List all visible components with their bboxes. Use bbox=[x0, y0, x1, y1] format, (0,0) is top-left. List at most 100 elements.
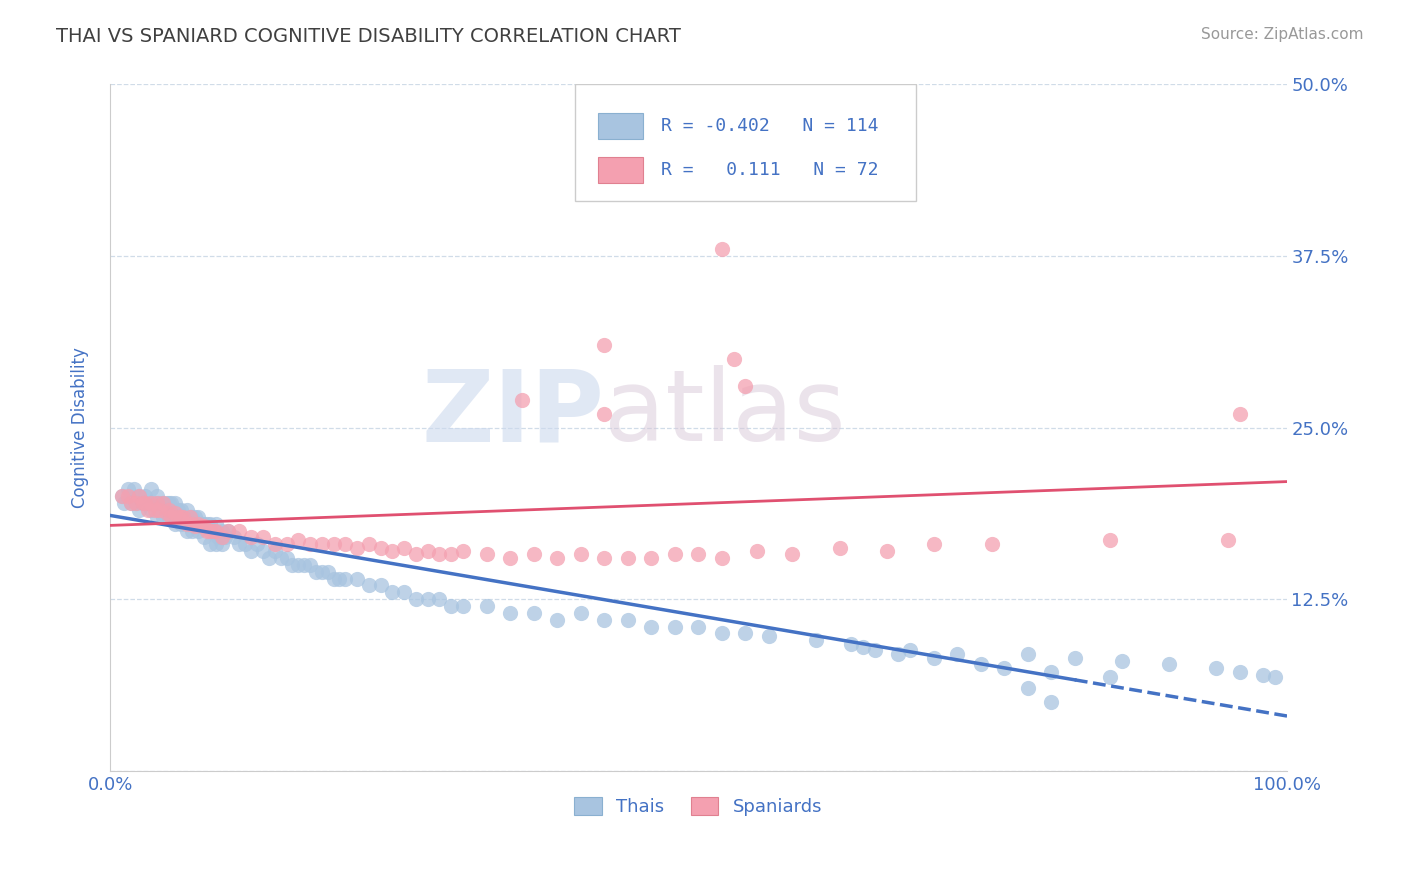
Point bbox=[316, 565, 339, 579]
Point bbox=[181, 516, 204, 531]
Point bbox=[157, 496, 180, 510]
Point bbox=[146, 509, 169, 524]
Point bbox=[143, 496, 166, 510]
Point bbox=[252, 530, 274, 544]
Point bbox=[392, 541, 415, 556]
Point bbox=[263, 537, 285, 551]
Point bbox=[163, 496, 186, 510]
Point bbox=[111, 489, 134, 503]
Point bbox=[155, 496, 177, 510]
Text: atlas: atlas bbox=[605, 366, 846, 462]
Point bbox=[381, 544, 404, 558]
Point bbox=[782, 547, 804, 561]
Point bbox=[169, 503, 191, 517]
Point bbox=[152, 496, 174, 510]
Point bbox=[828, 541, 851, 556]
Point bbox=[1216, 533, 1239, 548]
Point bbox=[1205, 661, 1227, 675]
Point bbox=[122, 483, 145, 497]
Point bbox=[710, 626, 733, 640]
Point bbox=[723, 351, 745, 366]
Point bbox=[179, 509, 201, 524]
Point bbox=[664, 619, 686, 633]
Point bbox=[640, 619, 662, 633]
Point bbox=[181, 524, 204, 538]
Point bbox=[499, 606, 522, 620]
Point bbox=[141, 496, 163, 510]
Point bbox=[207, 530, 229, 544]
Point bbox=[1229, 665, 1251, 679]
Point bbox=[804, 633, 827, 648]
Legend: Thais, Spaniards: Thais, Spaniards bbox=[567, 789, 830, 823]
Point bbox=[152, 496, 174, 510]
Point bbox=[160, 496, 183, 510]
Point bbox=[146, 496, 169, 510]
Text: R = -0.402   N = 114: R = -0.402 N = 114 bbox=[661, 117, 879, 135]
Point bbox=[128, 489, 150, 503]
Point bbox=[148, 503, 170, 517]
Point bbox=[1157, 657, 1180, 671]
Point bbox=[734, 626, 756, 640]
Point bbox=[546, 613, 568, 627]
Point bbox=[179, 509, 201, 524]
Point bbox=[1040, 665, 1063, 679]
Point bbox=[128, 503, 150, 517]
Point bbox=[211, 530, 233, 544]
Point bbox=[257, 551, 280, 566]
Point bbox=[970, 657, 993, 671]
Point bbox=[510, 393, 533, 408]
Point bbox=[120, 496, 142, 510]
Point bbox=[198, 524, 221, 538]
Point bbox=[593, 338, 616, 352]
Point bbox=[240, 544, 263, 558]
Point bbox=[392, 585, 415, 599]
Point bbox=[246, 537, 269, 551]
Point bbox=[593, 407, 616, 421]
Point bbox=[593, 613, 616, 627]
Point bbox=[922, 537, 945, 551]
Point bbox=[322, 572, 344, 586]
Point bbox=[125, 496, 148, 510]
Point bbox=[141, 483, 163, 497]
Point bbox=[311, 565, 333, 579]
Point bbox=[876, 544, 898, 558]
Point bbox=[163, 516, 186, 531]
Point bbox=[440, 547, 463, 561]
Point bbox=[1111, 654, 1133, 668]
Point bbox=[169, 509, 191, 524]
Point bbox=[299, 537, 322, 551]
Point bbox=[187, 509, 209, 524]
Point bbox=[346, 541, 368, 556]
Point bbox=[128, 489, 150, 503]
Point bbox=[120, 496, 142, 510]
Point bbox=[664, 547, 686, 561]
Point bbox=[198, 537, 221, 551]
Point bbox=[523, 606, 546, 620]
Point bbox=[357, 578, 380, 592]
Point bbox=[346, 572, 368, 586]
Point bbox=[202, 524, 225, 538]
Point bbox=[217, 524, 239, 538]
Point bbox=[993, 661, 1015, 675]
Point bbox=[1063, 651, 1085, 665]
FancyBboxPatch shape bbox=[599, 112, 643, 138]
Point bbox=[235, 537, 257, 551]
Point bbox=[440, 599, 463, 613]
Point bbox=[335, 537, 357, 551]
Point bbox=[287, 533, 309, 548]
Point bbox=[195, 516, 218, 531]
Point bbox=[281, 558, 304, 572]
Point bbox=[176, 516, 198, 531]
Text: Source: ZipAtlas.com: Source: ZipAtlas.com bbox=[1201, 27, 1364, 42]
Point bbox=[184, 509, 207, 524]
Point bbox=[1264, 670, 1286, 684]
Point bbox=[734, 379, 756, 393]
Point bbox=[193, 519, 215, 533]
Point bbox=[1017, 681, 1039, 696]
Point bbox=[1040, 695, 1063, 709]
Point bbox=[710, 242, 733, 256]
Point bbox=[758, 629, 780, 643]
Point bbox=[191, 519, 214, 533]
Point bbox=[202, 524, 225, 538]
Point bbox=[176, 503, 198, 517]
